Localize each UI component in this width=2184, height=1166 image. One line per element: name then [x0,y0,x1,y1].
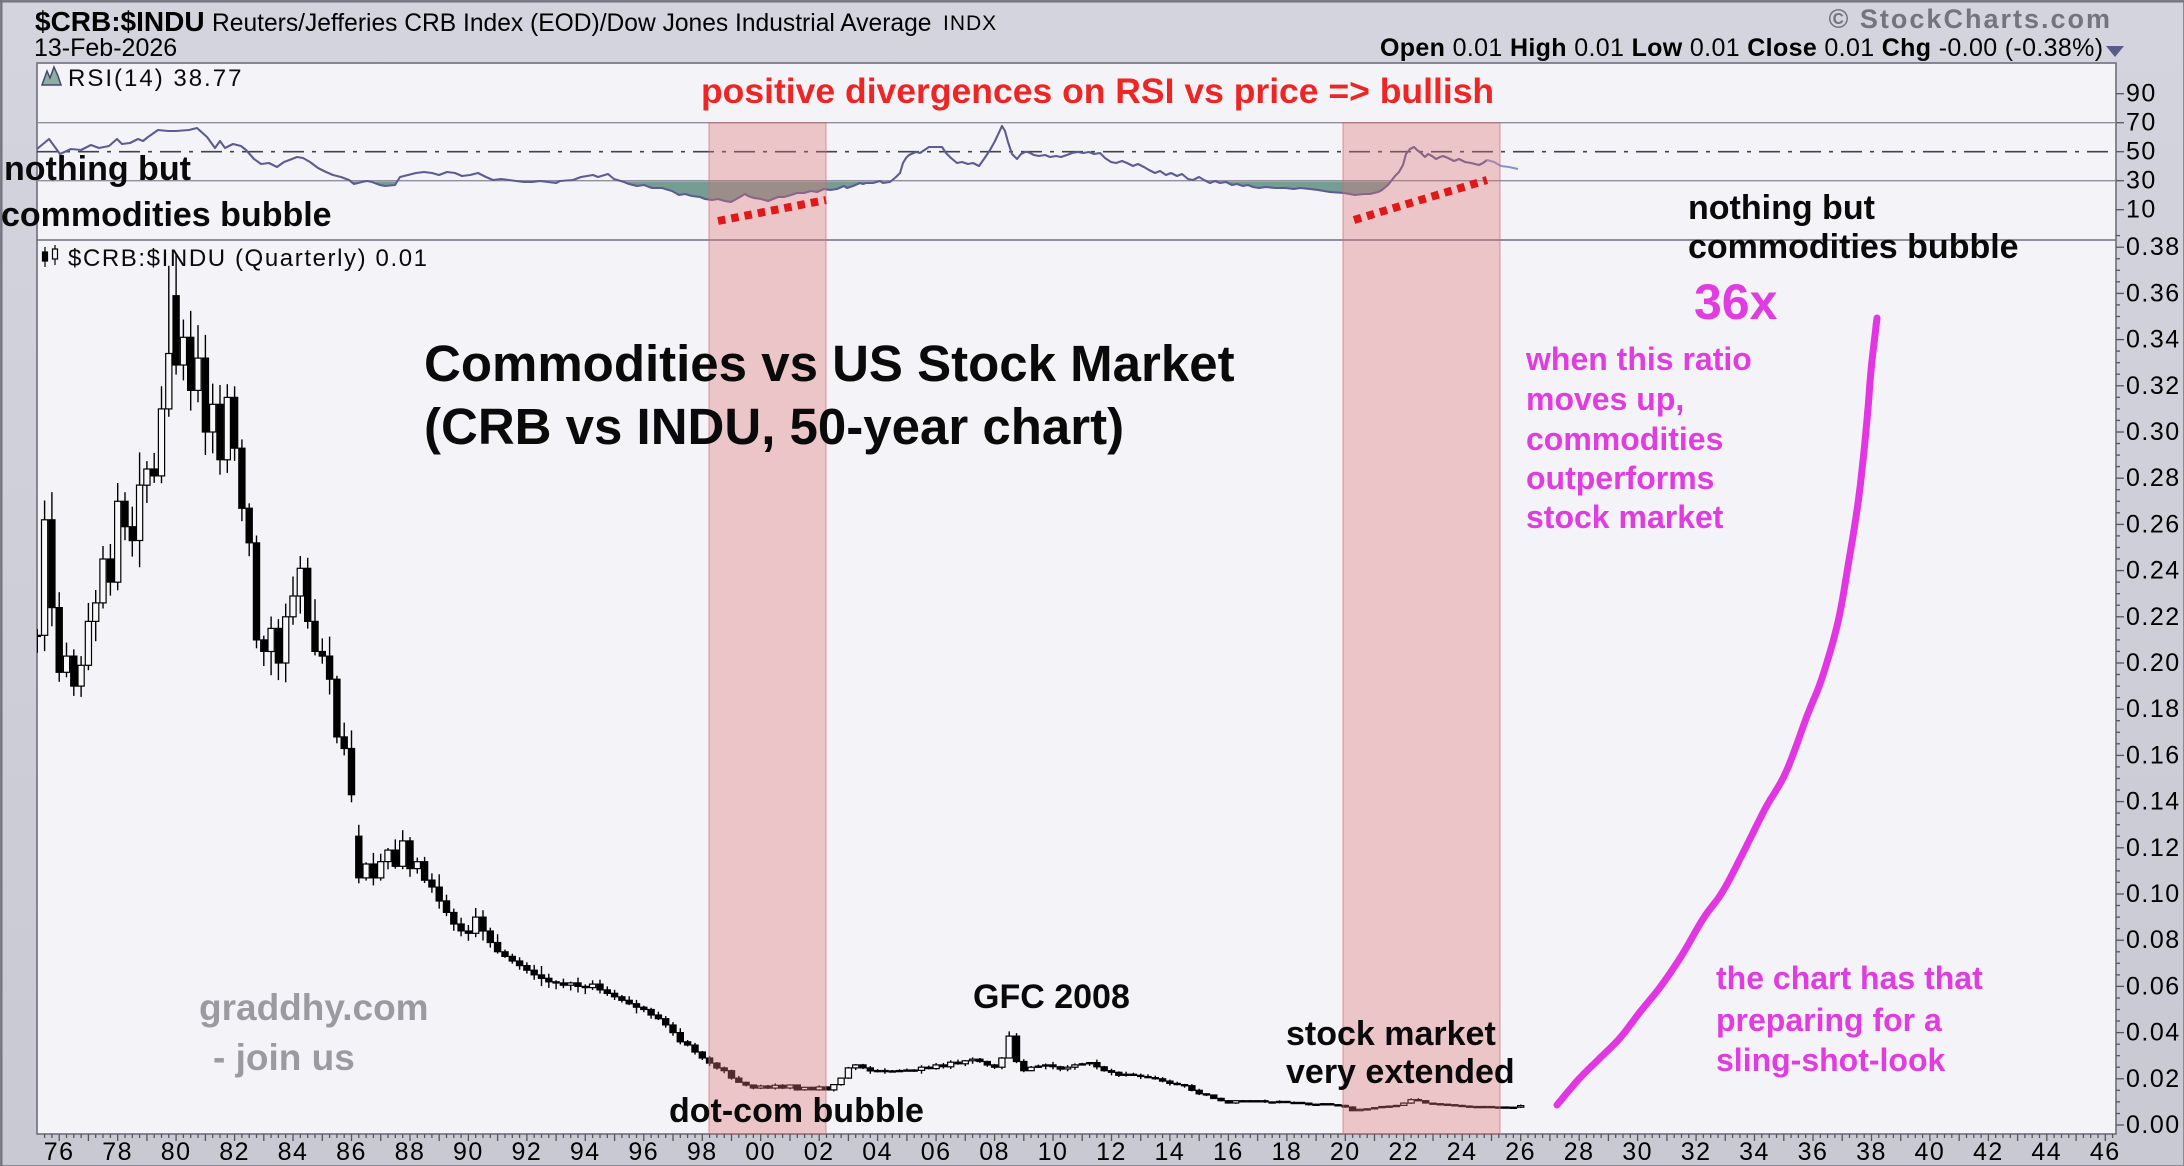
svg-text:INDX: INDX [943,12,997,35]
svg-text:0.12: 0.12 [2126,834,2181,862]
svg-text:0.38: 0.38 [2126,233,2181,261]
svg-text:very extended: very extended [1286,1053,1515,1091]
svg-text:94: 94 [570,1138,601,1166]
svg-text:86: 86 [336,1138,367,1166]
svg-text:12: 12 [1096,1138,1127,1166]
svg-text:the chart has that: the chart has that [1716,960,1983,996]
svg-text:30: 30 [1622,1138,1653,1166]
svg-text:84: 84 [278,1138,309,1166]
svg-text:commodities bubble: commodities bubble [1688,228,2019,266]
svg-text:GFC 2008: GFC 2008 [973,978,1130,1016]
svg-text:outperforms: outperforms [1526,460,1714,496]
svg-text:0.16: 0.16 [2126,741,2181,769]
svg-text:30: 30 [2126,167,2157,195]
svg-text:stock market: stock market [1526,499,1724,535]
svg-text:0.36: 0.36 [2126,279,2181,307]
svg-text:positive divergences on RSI vs: positive divergences on RSI vs price => … [701,71,1494,111]
svg-text:graddhy.com: graddhy.com [199,987,429,1028]
svg-text:moves up,: moves up, [1526,381,1684,417]
svg-text:92: 92 [511,1138,542,1166]
svg-text:commodities: commodities [1526,421,1723,457]
svg-text:sling-shot-look: sling-shot-look [1716,1042,1946,1078]
svg-text:0.10: 0.10 [2126,880,2181,908]
svg-text:0.22: 0.22 [2126,603,2181,631]
svg-text:24: 24 [1447,1138,1478,1166]
svg-text:42: 42 [1973,1138,2004,1166]
svg-text:0.06: 0.06 [2126,972,2181,1000]
svg-text:10: 10 [1038,1138,1069,1166]
svg-text:(CRB vs INDU, 50-year chart): (CRB vs INDU, 50-year chart) [424,398,1124,455]
svg-text:28: 28 [1564,1138,1595,1166]
svg-text:Reuters/Jefferies CRB Index (E: Reuters/Jefferies CRB Index (EOD)/Dow Jo… [212,10,931,37]
svg-text:26: 26 [1505,1138,1536,1166]
svg-text:90: 90 [2126,80,2157,108]
svg-text:0.04: 0.04 [2126,1019,2181,1047]
svg-text:0.32: 0.32 [2126,372,2181,400]
svg-text:0.34: 0.34 [2126,326,2181,354]
svg-text:00: 00 [745,1138,776,1166]
svg-text:08: 08 [979,1138,1010,1166]
svg-text:50: 50 [2126,138,2157,166]
svg-text:18: 18 [1271,1138,1302,1166]
svg-text:36x: 36x [1694,274,1778,330]
svg-text:13-Feb-2026: 13-Feb-2026 [34,34,177,62]
svg-text:when this ratio: when this ratio [1525,341,1752,377]
svg-text:stock market: stock market [1286,1015,1496,1053]
svg-text:78: 78 [102,1138,133,1166]
svg-text:0.24: 0.24 [2126,557,2181,585]
svg-text:22: 22 [1388,1138,1419,1166]
svg-text:46: 46 [2090,1138,2121,1166]
svg-text:34: 34 [1739,1138,1770,1166]
svg-text:0.28: 0.28 [2126,464,2181,492]
svg-text:80: 80 [161,1138,192,1166]
svg-text:$CRB:$INDU (Quarterly) 0.01: $CRB:$INDU (Quarterly) 0.01 [68,245,429,272]
svg-text:© StockCharts.com: © StockCharts.com [1829,4,2112,34]
svg-text:32: 32 [1681,1138,1712,1166]
svg-text:Open 0.01 High 0.01 Low 0.01 C: Open 0.01 High 0.01 Low 0.01 Close 0.01 … [1380,34,2103,62]
svg-text:nothing but: nothing but [1688,189,1875,227]
svg-text:20: 20 [1330,1138,1361,1166]
svg-text:44: 44 [2031,1138,2062,1166]
svg-text:98: 98 [687,1138,718,1166]
svg-text:0.30: 0.30 [2126,418,2181,446]
svg-text:0.20: 0.20 [2126,649,2181,677]
svg-text:0.26: 0.26 [2126,510,2181,538]
svg-text:0.18: 0.18 [2126,695,2181,723]
svg-text:36: 36 [1798,1138,1829,1166]
svg-text:0.08: 0.08 [2126,926,2181,954]
svg-text:88: 88 [395,1138,426,1166]
svg-text:90: 90 [453,1138,484,1166]
svg-text:- join us: - join us [213,1037,355,1078]
svg-text:96: 96 [628,1138,659,1166]
svg-text:0.02: 0.02 [2126,1065,2181,1093]
svg-text:82: 82 [219,1138,250,1166]
svg-text:dot-com bubble: dot-com bubble [669,1092,924,1130]
svg-text:Commodities vs US Stock Market: Commodities vs US Stock Market [424,335,1235,392]
svg-text:commodities bubble: commodities bubble [1,196,332,234]
svg-text:38: 38 [1856,1138,1887,1166]
svg-text:04: 04 [862,1138,893,1166]
svg-text:preparing for a: preparing for a [1716,1002,1942,1038]
svg-text:14: 14 [1154,1138,1185,1166]
svg-text:0.00: 0.00 [2126,1111,2181,1139]
svg-text:70: 70 [2126,109,2157,137]
svg-text:02: 02 [804,1138,835,1166]
svg-text:0.14: 0.14 [2126,788,2181,816]
svg-text:06: 06 [921,1138,952,1166]
svg-text:RSI(14) 38.77: RSI(14) 38.77 [68,65,243,92]
svg-text:76: 76 [44,1138,75,1166]
svg-text:$CRB:$INDU: $CRB:$INDU [35,6,205,37]
svg-text:10: 10 [2126,196,2157,224]
svg-text:40: 40 [1914,1138,1945,1166]
svg-text:nothing but: nothing but [4,150,191,188]
svg-text:16: 16 [1213,1138,1244,1166]
